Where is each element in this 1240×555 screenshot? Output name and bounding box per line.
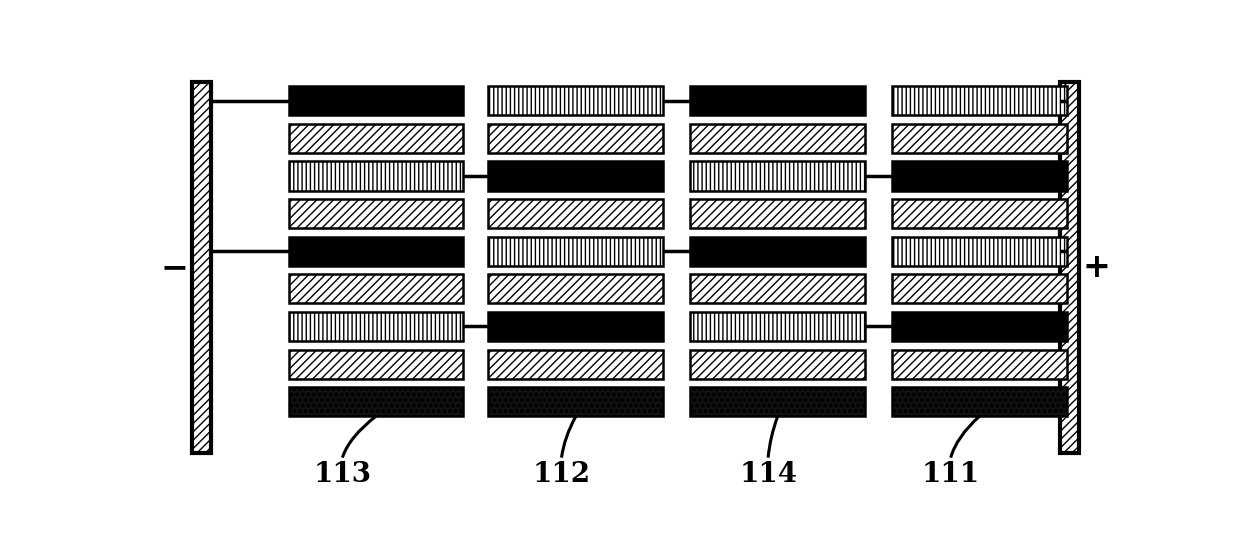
Bar: [489, 312, 663, 341]
Bar: [892, 274, 1066, 304]
Bar: [489, 124, 663, 153]
Bar: [489, 274, 663, 304]
Text: 114: 114: [739, 461, 797, 488]
Bar: [892, 387, 1066, 416]
Bar: [289, 387, 464, 416]
Bar: [892, 312, 1066, 341]
Bar: [289, 236, 464, 266]
Bar: [289, 274, 464, 304]
Bar: [489, 86, 663, 115]
Bar: [489, 199, 663, 228]
Bar: [289, 162, 464, 190]
Bar: [691, 199, 866, 228]
Bar: [892, 86, 1066, 115]
Bar: [892, 199, 1066, 228]
Bar: [892, 236, 1066, 266]
Text: 111: 111: [921, 461, 980, 488]
Text: +: +: [1083, 251, 1111, 284]
Bar: [489, 236, 663, 266]
Bar: [691, 387, 866, 416]
Bar: [691, 162, 866, 190]
Bar: [289, 124, 464, 153]
Bar: [289, 312, 464, 341]
Bar: [489, 387, 663, 416]
Bar: [289, 350, 464, 379]
Bar: [489, 162, 663, 190]
Text: −: −: [160, 251, 188, 284]
Bar: [691, 124, 866, 153]
Bar: [289, 86, 464, 115]
Bar: [691, 312, 866, 341]
Bar: [191, 82, 211, 453]
Bar: [892, 350, 1066, 379]
Bar: [691, 236, 866, 266]
Bar: [1060, 82, 1080, 453]
Text: 113: 113: [314, 461, 372, 488]
Text: 112: 112: [532, 461, 590, 488]
Bar: [892, 124, 1066, 153]
Bar: [892, 162, 1066, 190]
Bar: [489, 350, 663, 379]
Bar: [289, 199, 464, 228]
Bar: [691, 86, 866, 115]
Bar: [691, 350, 866, 379]
Bar: [691, 274, 866, 304]
